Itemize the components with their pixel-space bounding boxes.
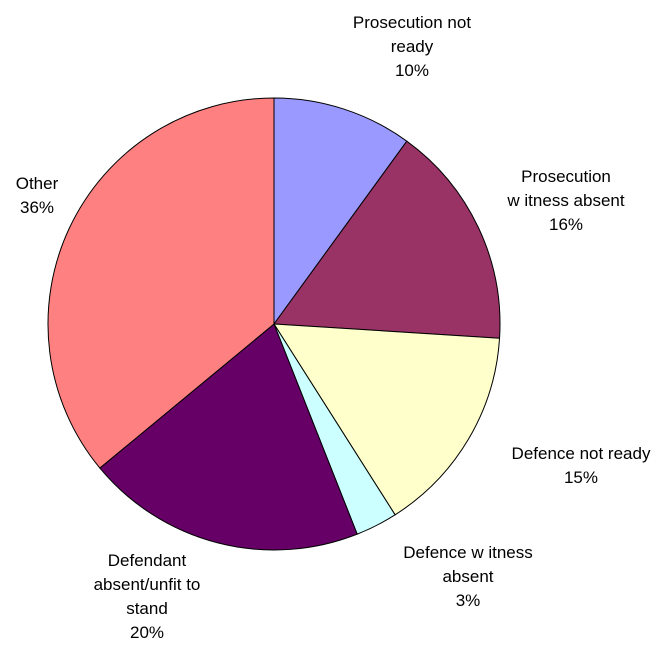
slice-percent-label: 15% [563, 468, 599, 487]
slice-label-1: Prosecution w itness absent 16% [507, 165, 624, 237]
pie-slice-1 [273, 140, 501, 339]
slice-label-2: Defence not ready 15% [512, 442, 651, 490]
slice-label-text: absent/unfit to [93, 575, 201, 594]
slice-label-text: Defendant [107, 551, 187, 570]
slice-label-text: Defence not ready [511, 444, 651, 463]
slice-label-text: Other [15, 174, 59, 193]
slice-percent-label: 36% [19, 198, 55, 217]
slice-label-3: Defence w itness absent 3% [403, 541, 532, 613]
pie-slice-2 [273, 323, 501, 516]
slice-percent-label: 16% [548, 215, 584, 234]
pie-slice-5 [47, 97, 275, 469]
slice-label-0: Prosecution not ready 10% [353, 11, 471, 83]
slice-percent-label: 3% [455, 591, 481, 610]
slice-label-text: Prosecution not [352, 13, 472, 32]
slice-label-text: w itness absent [507, 191, 625, 210]
pie-slice-0 [273, 97, 408, 325]
slice-percent-label: 20% [129, 623, 165, 642]
slice-percent-label: 10% [394, 61, 430, 80]
slice-label-text: absent [442, 567, 494, 586]
slice-label-text: Prosecution [521, 167, 611, 186]
slice-label-5: Other 36% [16, 172, 59, 220]
slice-label-text: stand [126, 599, 168, 618]
pie-slice-4 [99, 323, 358, 551]
slice-label-text: ready [390, 37, 434, 56]
slice-label-text: Defence w itness [403, 543, 533, 562]
slice-label-4: Defendant absent/unfit to stand 20% [94, 549, 201, 645]
